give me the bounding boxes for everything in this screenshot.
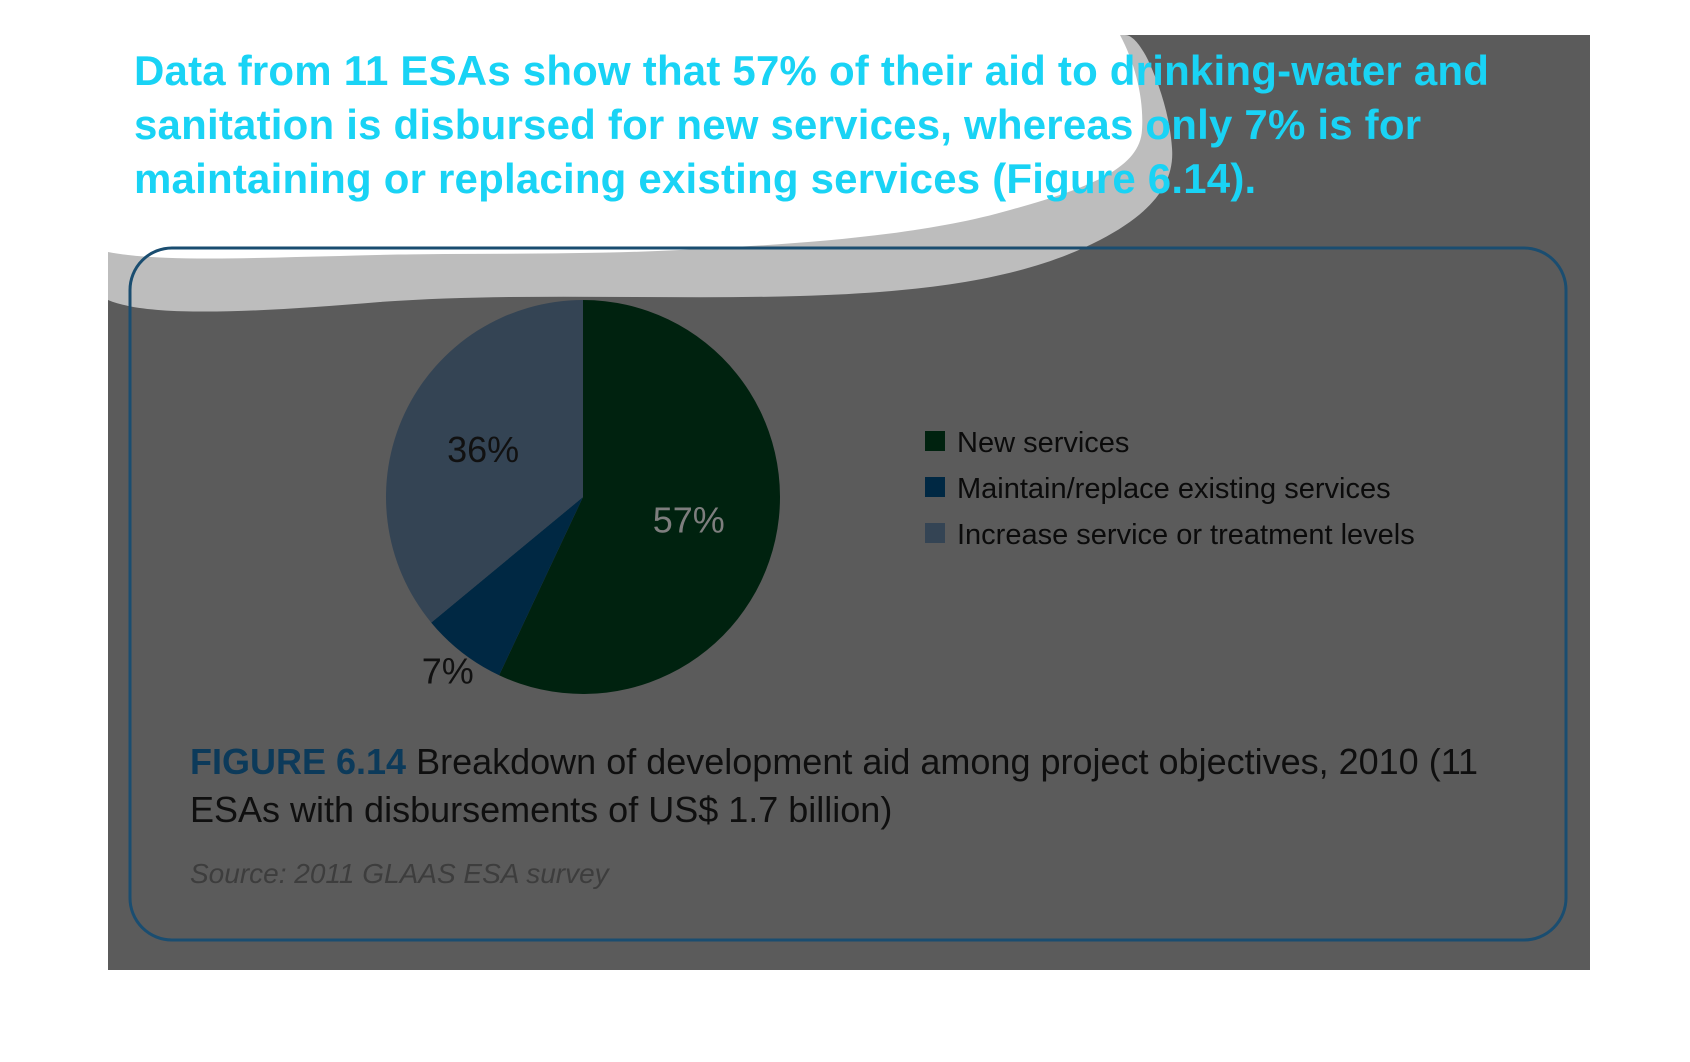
- data-label-new-services: 57%: [653, 500, 725, 541]
- legend-label-new-services: New services: [957, 427, 1129, 459]
- figure-label: FIGURE 6.14: [190, 741, 407, 782]
- pie-slices: [386, 300, 781, 694]
- slice-increase-levels: [386, 300, 583, 623]
- spotlight-core: [108, 35, 1143, 259]
- legend-label-maintain-replace: Maintain/replace existing services: [957, 473, 1391, 505]
- chart-legend: New services Maintain/replace existing se…: [925, 427, 1415, 551]
- legend-swatch-increase-levels: [925, 523, 945, 543]
- legend-label-increase-levels: Increase service or treatment levels: [957, 519, 1415, 551]
- figure-box: [128, 246, 1568, 942]
- legend-swatch-new-services: [925, 431, 945, 451]
- slice-maintain-replace: [431, 497, 583, 676]
- headline-text: Data from 11 ESAs show that 57% of their…: [134, 47, 1490, 202]
- slice-labels: 57% 7% 36%: [422, 429, 725, 691]
- data-label-maintain-replace: 7%: [422, 650, 474, 691]
- figure-caption: FIGURE 6.14 Breakdown of development aid…: [190, 738, 1490, 834]
- figure-source: Source: 2011 GLAAS ESA survey: [190, 858, 609, 889]
- legend-swatch-maintain-replace: [925, 477, 945, 497]
- slice-new-services: [499, 300, 781, 694]
- data-label-increase-levels: 36%: [447, 429, 519, 470]
- figure-caption-text: Breakdown of development aid among proje…: [190, 741, 1479, 830]
